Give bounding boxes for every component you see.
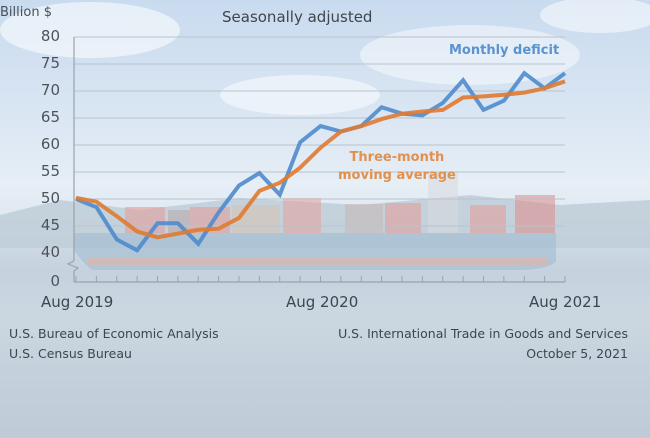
y-tick-label: 60 xyxy=(40,135,60,153)
release-title: U.S. International Trade in Goods and Se… xyxy=(338,326,628,341)
y-tick-label: 65 xyxy=(40,108,60,126)
source-bea: U.S. Bureau of Economic Analysis xyxy=(9,326,219,341)
source-census: U.S. Census Bureau xyxy=(9,346,132,361)
series-monthly-deficit-line xyxy=(75,70,567,253)
x-tick-label: Aug 2020 xyxy=(286,293,359,311)
y-tick-label: 0 xyxy=(50,272,60,290)
release-date: October 5, 2021 xyxy=(526,346,628,361)
legend-moving-average-line2: moving average xyxy=(338,168,456,183)
y-tick-label: 80 xyxy=(40,27,60,45)
y-tick-label: 50 xyxy=(40,189,60,207)
y-tick-label: 75 xyxy=(40,54,60,72)
legend-monthly-deficit: Monthly deficit xyxy=(449,43,560,58)
y-axis-break xyxy=(66,260,80,282)
series-lines xyxy=(75,70,567,253)
legend-moving-average-line1: Three-month xyxy=(349,150,445,165)
y-tick-label: 70 xyxy=(40,81,60,99)
chart-subtitle: Seasonally adjusted xyxy=(222,8,373,26)
y-axis-unit-label: Billion $ xyxy=(0,5,52,20)
x-tick-label: Aug 2021 xyxy=(529,293,602,311)
gridlines xyxy=(74,36,565,227)
x-ticks xyxy=(75,276,566,282)
y-tick-label: 55 xyxy=(40,162,60,180)
y-tick-label: 45 xyxy=(40,216,60,234)
x-tick-label: Aug 2019 xyxy=(41,293,114,311)
legend-moving-average: Three-month moving average xyxy=(338,149,456,185)
y-tick-label: 40 xyxy=(40,243,60,261)
